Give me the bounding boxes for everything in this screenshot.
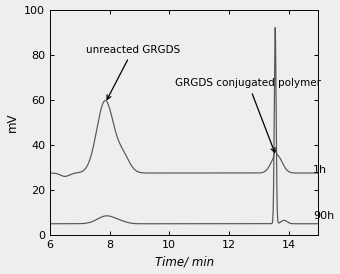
Text: 90h: 90h: [313, 211, 334, 221]
Y-axis label: mV: mV: [5, 113, 19, 132]
Text: unreacted GRGDS: unreacted GRGDS: [86, 45, 180, 99]
Text: 1h: 1h: [313, 165, 327, 175]
Text: GRGDS conjugated polymer: GRGDS conjugated polymer: [175, 78, 321, 152]
X-axis label: Time/ min: Time/ min: [155, 255, 214, 269]
